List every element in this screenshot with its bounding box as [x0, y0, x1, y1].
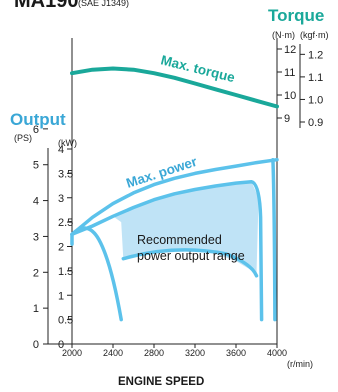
x-axis-title: ENGINE SPEED: [118, 376, 204, 388]
nm-tick-label: 12: [284, 44, 296, 56]
x-tick-label: 2800: [144, 348, 164, 358]
output-axis-title: Output: [10, 110, 66, 129]
x-tick-label: 4000: [267, 348, 287, 358]
kw-tick-label: 1.5: [58, 266, 73, 278]
ps-tick-label: 5: [33, 160, 39, 172]
x-axis-unit: (r/min): [287, 359, 313, 369]
range-left-limit: [70, 226, 123, 322]
ps-tick-label: 0: [33, 339, 39, 351]
x-tick-label: 2000: [62, 348, 82, 358]
max-power-label: Max. power: [124, 154, 199, 191]
output-unit-kw: (kW): [58, 138, 77, 148]
range-lower-limit: [121, 248, 259, 278]
kgfm-tick-label: 1.0: [308, 94, 323, 106]
kw-tick-label: 3: [58, 193, 64, 205]
torque-axis-title: Torque: [268, 6, 324, 25]
range-label-line2: power output range: [137, 249, 245, 263]
nm-tick-label: 9: [284, 113, 290, 125]
kw-tick-label: 0.5: [58, 315, 73, 327]
kw-tick-label: 1: [58, 290, 64, 302]
torque-unit-nm: (N·m): [272, 30, 295, 40]
kgfm-tick-label: 1.1: [308, 72, 323, 84]
nm-tick-label: 11: [284, 67, 295, 79]
ps-tick-label: 1: [33, 303, 39, 315]
ps-tick-label: 4: [33, 196, 39, 208]
output-unit-ps: (PS): [14, 133, 32, 143]
kw-tick-label: 2.5: [58, 217, 73, 229]
max-torque-label: Max. torque: [159, 52, 237, 85]
ps-tick-label: 3: [33, 231, 39, 243]
range-upper-limit: [70, 179, 264, 322]
x-tick-label: 3200: [185, 348, 205, 358]
kgfm-tick-label: 0.9: [308, 117, 323, 129]
model-note: (SAE J1349): [78, 0, 129, 8]
ps-tick-label: 2: [33, 267, 39, 279]
x-tick-label: 3600: [226, 348, 246, 358]
kw-tick-label: 4: [58, 144, 64, 156]
torque-unit-kgfm: (kgf·m): [300, 30, 329, 40]
recommended-range-area: [113, 181, 259, 274]
max-power-cutoff: [271, 157, 277, 322]
ps-tick-label: 6: [33, 124, 39, 136]
kgfm-tick-label: 1.2: [308, 49, 323, 61]
x-tick-label: 2400: [103, 348, 123, 358]
model-title: MA190: [14, 0, 78, 12]
nm-tick-label: 10: [284, 90, 296, 102]
range-label-line1: Recommended: [137, 233, 222, 247]
max-torque-curve: [70, 66, 279, 109]
kw-tick-label: 0: [58, 339, 64, 351]
kw-tick-label: 3.5: [58, 168, 73, 180]
max-power-curve: [70, 157, 279, 237]
kw-tick-label: 2: [58, 242, 64, 254]
